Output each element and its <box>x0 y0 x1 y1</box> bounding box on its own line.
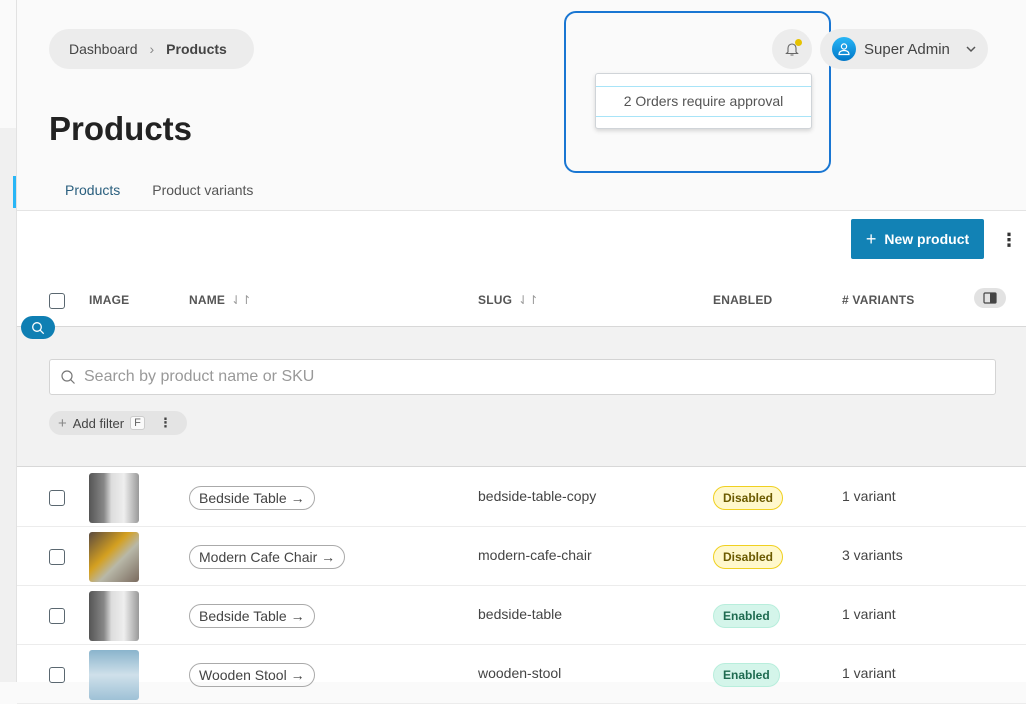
product-image <box>89 473 139 523</box>
product-image <box>89 650 139 700</box>
column-variants: # VARIANTS <box>842 293 915 307</box>
product-slug: bedside-table <box>478 606 563 622</box>
column-settings-button[interactable] <box>974 288 1006 308</box>
variant-count: 1 variant <box>842 488 896 504</box>
product-image <box>89 532 139 582</box>
status-badge: Disabled <box>713 486 784 510</box>
product-name: Bedside Table <box>199 608 287 624</box>
product-name-link[interactable]: Modern Cafe Chair → <box>189 545 346 569</box>
user-name: Super Admin <box>864 40 950 58</box>
add-filter-label: Add filter <box>72 415 125 431</box>
column-name-label: NAME <box>189 293 226 307</box>
table-row[interactable]: Modern Cafe Chair → modern-cafe-chair Di… <box>17 527 1026 586</box>
column-enabled: ENABLED <box>713 293 773 307</box>
row-checkbox[interactable] <box>49 549 65 565</box>
search-field[interactable] <box>49 359 996 395</box>
column-slug[interactable]: SLUG ⇃↾ <box>478 293 539 307</box>
column-name[interactable]: NAME ⇃↾ <box>189 293 252 307</box>
row-checkbox[interactable] <box>49 490 65 506</box>
add-filter-button[interactable]: + Add filter F ⋮ <box>49 411 187 435</box>
tab-product-variants[interactable]: Product variants <box>136 174 270 212</box>
row-checkbox[interactable] <box>49 667 65 683</box>
sort-icon[interactable]: ⇃↾ <box>518 293 539 307</box>
plus-icon: + <box>58 414 67 432</box>
arrow-right-icon: → <box>290 608 305 624</box>
arrow-right-icon: → <box>290 667 305 683</box>
notifications-button[interactable] <box>772 29 812 69</box>
status-badge: Enabled <box>713 663 780 687</box>
status-badge: Enabled <box>713 604 780 628</box>
column-image: IMAGE <box>89 293 130 307</box>
more-options-icon[interactable]: ⋮ <box>1000 230 1018 250</box>
breadcrumb-products: Products <box>166 41 227 57</box>
product-name: Modern Cafe Chair <box>199 549 318 565</box>
notification-message[interactable]: 2 Orders require approval <box>596 86 811 117</box>
notification-dot <box>795 39 802 46</box>
select-all-checkbox[interactable] <box>49 293 65 309</box>
sort-icon[interactable]: ⇃↾ <box>231 293 252 307</box>
variant-count: 3 variants <box>842 547 903 563</box>
user-menu[interactable]: Super Admin <box>820 29 988 69</box>
sidebar-active-indicator <box>13 176 16 208</box>
breadcrumb-dashboard[interactable]: Dashboard <box>69 41 138 57</box>
product-name-link[interactable]: Wooden Stool → <box>189 663 315 687</box>
filter-panel <box>17 326 1026 467</box>
plus-icon: + <box>865 228 877 249</box>
new-product-button[interactable]: + New product <box>851 219 984 259</box>
row-checkbox[interactable] <box>49 608 65 624</box>
highlight-box <box>564 11 831 173</box>
table-row[interactable]: Bedside Table → bedside-table Enabled 1 … <box>17 586 1026 645</box>
tabs: Products Product variants <box>49 174 270 212</box>
variant-count: 1 variant <box>842 665 896 681</box>
bell-icon <box>785 43 799 56</box>
user-avatar-icon <box>832 37 856 61</box>
product-slug: modern-cafe-chair <box>478 547 592 563</box>
chevron-right-icon: › <box>149 41 155 57</box>
variant-count: 1 variant <box>842 606 896 622</box>
table-row[interactable]: Wooden Stool → wooden-stool Enabled 1 va… <box>17 645 1026 704</box>
breadcrumb: Dashboard › Products <box>49 29 254 69</box>
table-row[interactable]: Bedside Table → bedside-table-copy Disab… <box>17 468 1026 527</box>
page-title: Products <box>49 110 193 147</box>
sidebar <box>0 0 17 682</box>
search-toggle-button[interactable] <box>21 316 55 339</box>
product-image <box>89 591 139 641</box>
search-icon <box>61 370 75 384</box>
status-badge: Disabled <box>713 545 784 569</box>
search-icon <box>32 321 45 334</box>
more-options-icon[interactable]: ⋮ <box>158 415 172 430</box>
column-slug-label: SLUG <box>478 293 513 307</box>
product-name: Bedside Table <box>199 490 287 506</box>
shortcut-key: F <box>130 416 145 430</box>
search-input[interactable] <box>84 368 964 386</box>
notification-popup: 2 Orders require approval <box>595 73 812 129</box>
columns-icon <box>983 292 997 304</box>
chevron-down-icon <box>966 46 976 53</box>
arrow-right-icon: → <box>321 549 336 565</box>
arrow-right-icon: → <box>290 490 305 506</box>
new-product-label: New product <box>884 231 970 247</box>
tab-products[interactable]: Products <box>49 174 137 212</box>
product-name-link[interactable]: Bedside Table → <box>189 486 315 510</box>
product-name: Wooden Stool <box>199 667 287 683</box>
product-slug: wooden-stool <box>478 665 562 681</box>
product-name-link[interactable]: Bedside Table → <box>189 604 315 628</box>
product-slug: bedside-table-copy <box>478 488 597 504</box>
